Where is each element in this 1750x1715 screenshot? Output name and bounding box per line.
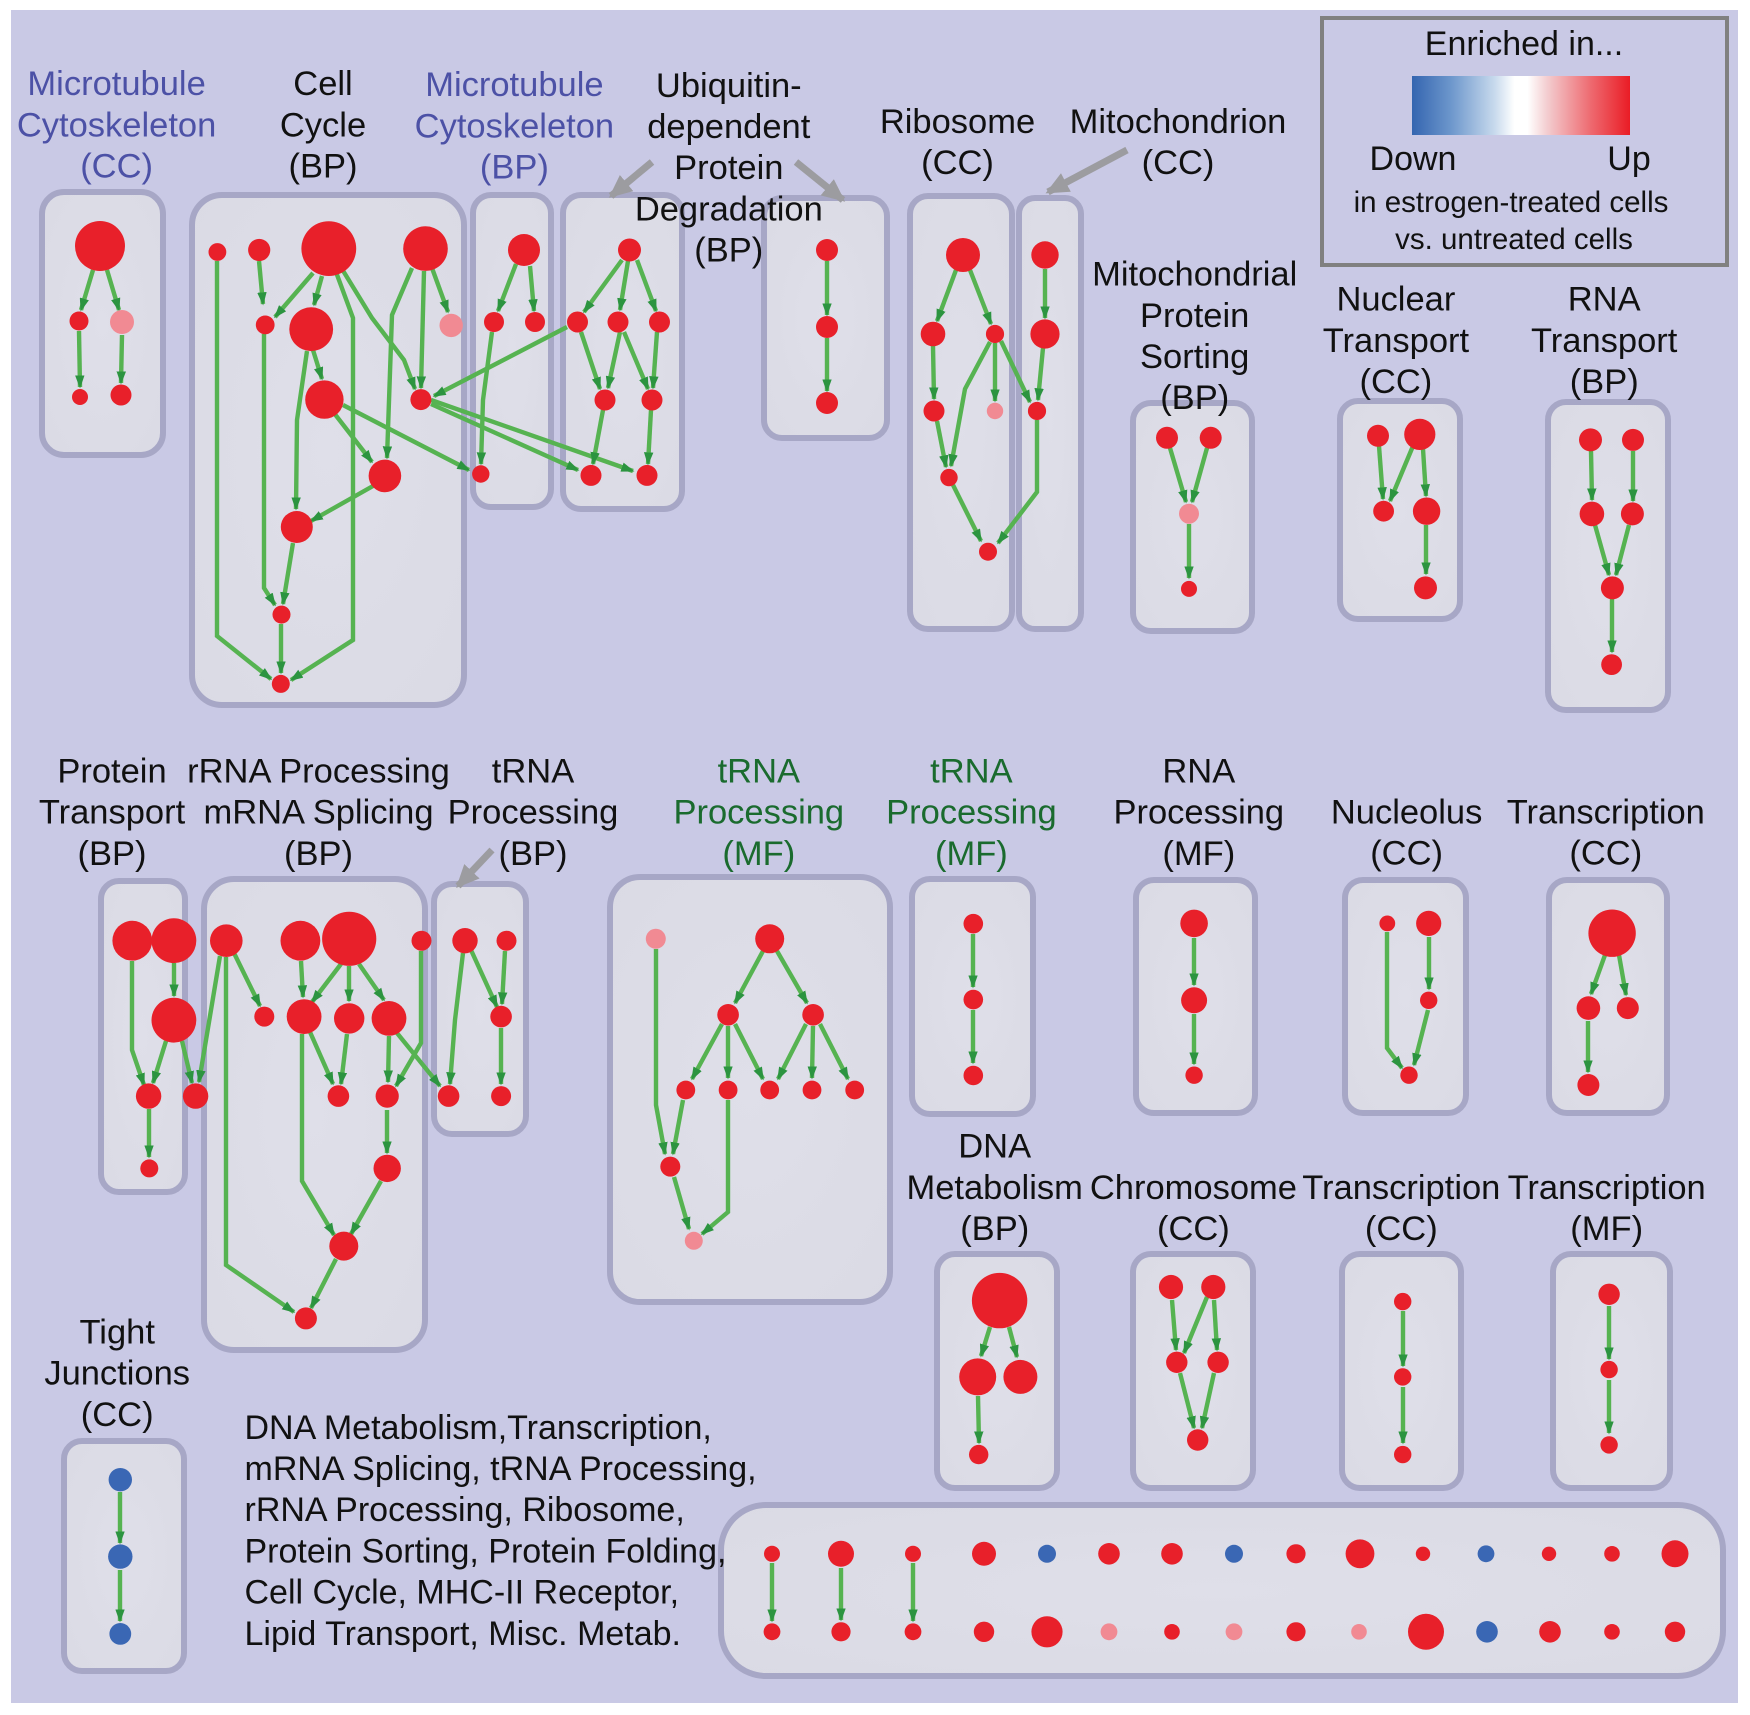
svg-text:RNA: RNA [1568, 281, 1641, 319]
svg-text:Mitochondrion: Mitochondrion [1070, 103, 1287, 141]
svg-text:(CC): (CC) [80, 148, 153, 186]
svg-text:dependent: dependent [647, 108, 810, 146]
svg-text:Transcription: Transcription [1302, 1169, 1500, 1207]
svg-text:rRNA Processing, Ribosome,: rRNA Processing, Ribosome, [245, 1491, 685, 1529]
svg-text:Up: Up [1607, 140, 1650, 178]
svg-text:tRNA: tRNA [930, 752, 1012, 790]
svg-text:Mitochondrial: Mitochondrial [1092, 256, 1297, 294]
svg-text:Processing: Processing [673, 794, 844, 832]
svg-text:Degradation: Degradation [635, 190, 823, 228]
svg-text:Microtubule: Microtubule [425, 66, 603, 104]
svg-text:Cell: Cell [293, 65, 352, 103]
svg-text:Transport: Transport [39, 794, 186, 832]
svg-text:Ubiquitin-: Ubiquitin- [656, 67, 802, 105]
svg-text:Protein: Protein [57, 752, 166, 790]
svg-text:(CC): (CC) [1142, 144, 1215, 182]
svg-text:Metabolism: Metabolism [906, 1169, 1082, 1207]
svg-text:(CC): (CC) [1569, 835, 1642, 873]
svg-text:tRNA: tRNA [492, 752, 574, 790]
svg-text:(CC): (CC) [81, 1396, 154, 1434]
svg-text:(MF): (MF) [935, 835, 1008, 873]
svg-text:(BP): (BP) [694, 232, 763, 270]
svg-text:Ribosome: Ribosome [880, 103, 1035, 141]
svg-text:DNA Metabolism,Transcription,: DNA Metabolism,Transcription, [245, 1409, 712, 1447]
svg-text:(CC): (CC) [1370, 835, 1443, 873]
svg-text:(CC): (CC) [1359, 363, 1432, 401]
svg-text:(CC): (CC) [1157, 1210, 1230, 1248]
svg-text:Chromosome: Chromosome [1090, 1169, 1297, 1207]
svg-text:rRNA Processing: rRNA Processing [187, 752, 450, 790]
svg-text:Processing: Processing [448, 794, 619, 832]
svg-text:(CC): (CC) [1365, 1210, 1438, 1248]
svg-text:mRNA Splicing, tRNA Processing: mRNA Splicing, tRNA Processing, [245, 1450, 757, 1488]
svg-text:Transport: Transport [1531, 322, 1678, 360]
svg-text:(BP): (BP) [1160, 379, 1229, 417]
svg-text:Processing: Processing [886, 794, 1057, 832]
svg-text:(MF): (MF) [722, 835, 795, 873]
svg-text:(BP): (BP) [289, 148, 358, 186]
svg-text:Enriched in...: Enriched in... [1425, 25, 1623, 63]
svg-text:(BP): (BP) [499, 835, 568, 873]
svg-text:in estrogen-treated cells: in estrogen-treated cells [1354, 186, 1669, 219]
svg-text:Microtubule: Microtubule [27, 65, 205, 103]
svg-text:Protein Sorting, Protein Foldi: Protein Sorting, Protein Folding, [245, 1532, 727, 1570]
svg-text:Protein: Protein [1140, 297, 1249, 335]
svg-text:Tight: Tight [79, 1313, 155, 1351]
svg-text:(BP): (BP) [960, 1210, 1029, 1248]
svg-text:Junctions: Junctions [44, 1355, 190, 1393]
svg-text:(CC): (CC) [921, 144, 994, 182]
svg-text:(BP): (BP) [78, 835, 147, 873]
svg-text:Cycle: Cycle [280, 106, 366, 144]
svg-text:Processing: Processing [1113, 794, 1284, 832]
svg-text:(BP): (BP) [284, 835, 353, 873]
svg-text:(MF): (MF) [1570, 1210, 1643, 1248]
svg-text:(BP): (BP) [480, 149, 549, 187]
svg-text:(MF): (MF) [1162, 835, 1235, 873]
svg-text:Cytoskeleton: Cytoskeleton [415, 107, 614, 145]
svg-text:Nuclear: Nuclear [1336, 281, 1455, 319]
svg-text:vs. untreated cells: vs. untreated cells [1395, 223, 1633, 256]
svg-text:Transcription: Transcription [1507, 794, 1705, 832]
svg-text:tRNA: tRNA [718, 752, 800, 790]
svg-text:Transcription: Transcription [1508, 1169, 1706, 1207]
svg-text:Cytoskeleton: Cytoskeleton [17, 106, 216, 144]
svg-text:DNA: DNA [958, 1128, 1031, 1166]
svg-text:Cell Cycle, MHC-II Receptor,: Cell Cycle, MHC-II Receptor, [245, 1574, 680, 1612]
svg-text:Sorting: Sorting [1140, 338, 1249, 376]
svg-text:Transport: Transport [1323, 322, 1470, 360]
svg-text:Down: Down [1370, 140, 1457, 178]
svg-text:RNA: RNA [1162, 752, 1235, 790]
svg-text:mRNA Splicing: mRNA Splicing [203, 794, 433, 832]
svg-text:Lipid Transport, Misc. Metab.: Lipid Transport, Misc. Metab. [245, 1615, 682, 1653]
svg-text:Protein: Protein [674, 149, 783, 187]
svg-text:Nucleolus: Nucleolus [1331, 794, 1483, 832]
svg-text:(BP): (BP) [1570, 363, 1639, 401]
